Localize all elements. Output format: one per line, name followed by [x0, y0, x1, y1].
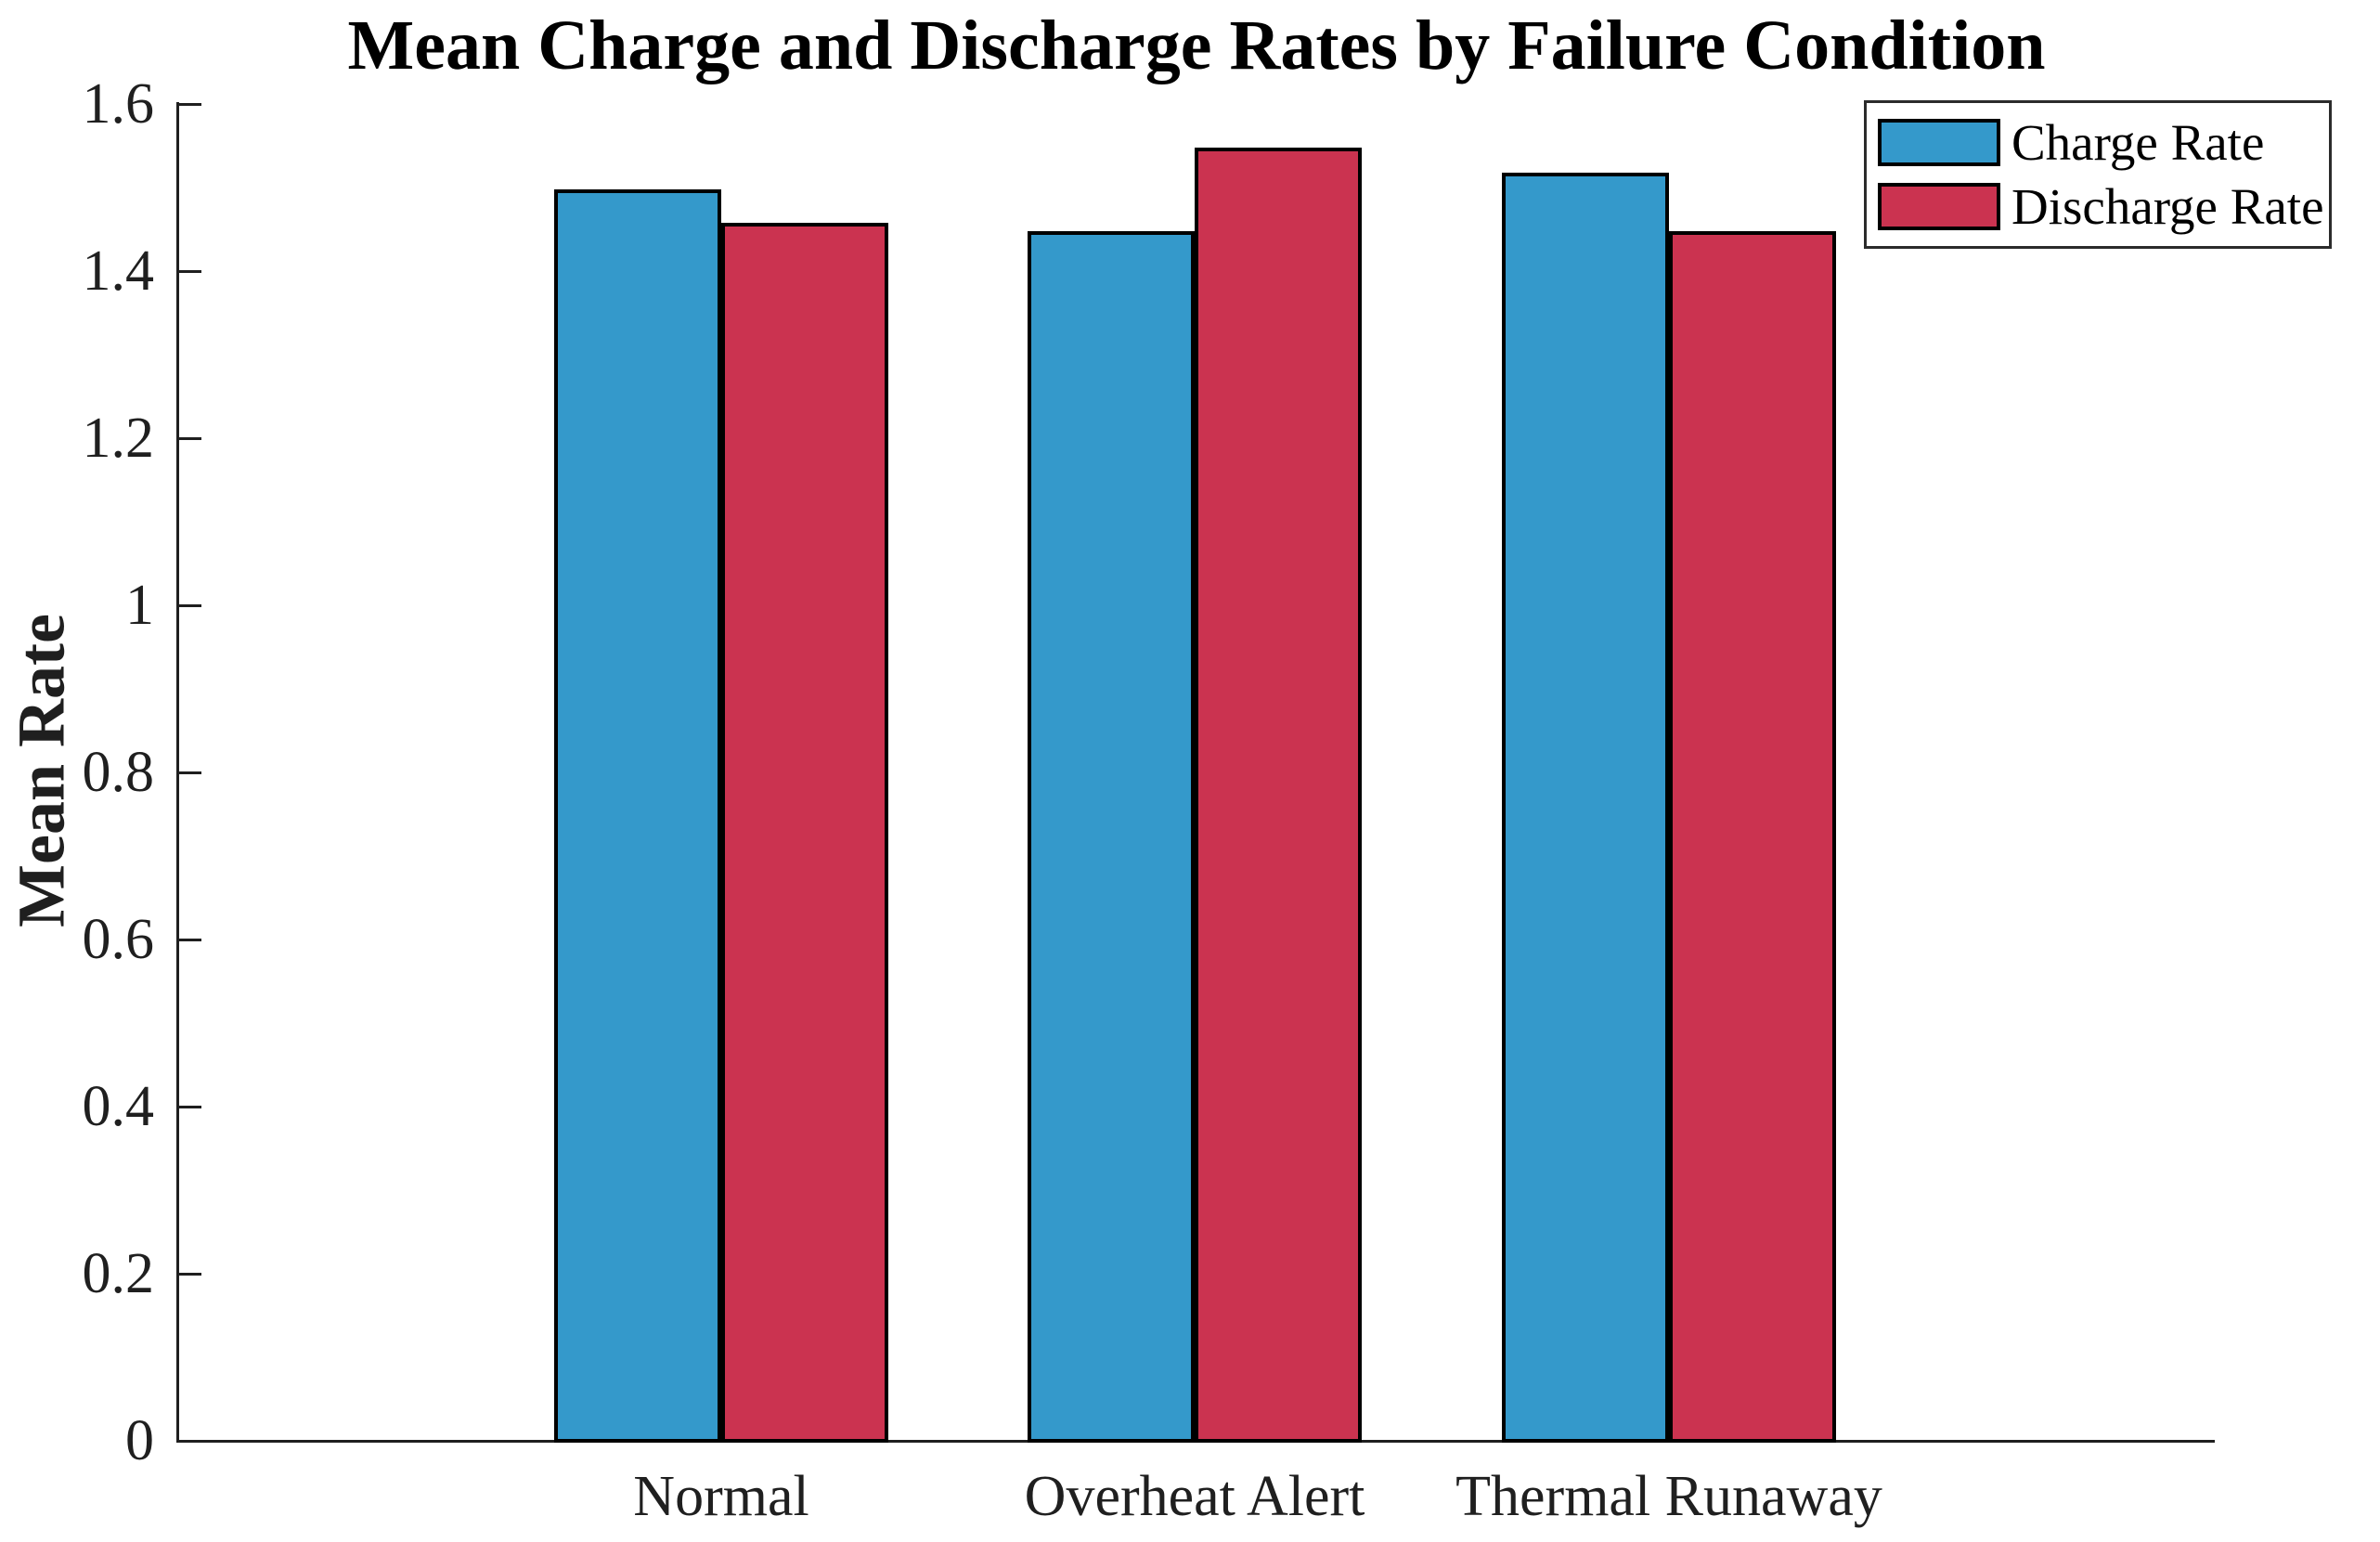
- y-tick-label: 0.8: [82, 741, 155, 804]
- chart-title: Mean Charge and Discharge Rates by Failu…: [347, 6, 2046, 84]
- x-category-label-normal: Normal: [633, 1465, 809, 1528]
- y-tick-mark: [179, 270, 201, 273]
- legend-entry-charge-rate: Charge Rate: [1878, 117, 2329, 168]
- y-tick-label: 1.4: [82, 240, 155, 303]
- legend-swatch-charge-rate: [1878, 119, 2000, 166]
- bar-charge-rate-normal: [554, 189, 721, 1443]
- y-tick-label: 0: [125, 1409, 154, 1472]
- legend-label: Charge Rate: [2011, 114, 2265, 171]
- legend-label: Discharge Rate: [2011, 178, 2324, 235]
- y-tick-label: 1.6: [82, 72, 155, 136]
- y-tick-label: 0.2: [82, 1242, 155, 1305]
- y-tick-mark: [179, 437, 201, 440]
- legend: Charge Rate Discharge Rate: [1864, 100, 2332, 249]
- bar-discharge-rate-thermal-runaway: [1669, 231, 1836, 1443]
- x-category-label-thermal-runaway: Thermal Runaway: [1455, 1465, 1882, 1528]
- y-tick-mark: [179, 1106, 201, 1108]
- y-tick-mark: [179, 604, 201, 607]
- x-category-label-overheat-alert: Overheat Alert: [1024, 1465, 1365, 1528]
- bar-discharge-rate-normal: [721, 223, 888, 1443]
- y-tick-mark: [179, 1440, 201, 1443]
- y-tick-mark: [179, 939, 201, 941]
- bar-charge-rate-thermal-runaway: [1502, 173, 1669, 1443]
- y-tick-mark: [179, 771, 201, 774]
- y-axis-line: [176, 102, 179, 1443]
- bar-charge-rate-overheat-alert: [1028, 231, 1195, 1443]
- y-tick-mark: [179, 1273, 201, 1276]
- y-tick-label: 0.4: [82, 1075, 155, 1138]
- y-tick-label: 1.2: [82, 407, 155, 470]
- legend-entry-discharge-rate: Discharge Rate: [1878, 181, 2329, 232]
- y-tick-label: 1: [125, 574, 154, 637]
- y-tick-label: 0.6: [82, 908, 155, 971]
- bar-discharge-rate-overheat-alert: [1195, 148, 1362, 1443]
- legend-swatch-discharge-rate: [1878, 183, 2000, 230]
- y-tick-mark: [179, 103, 201, 106]
